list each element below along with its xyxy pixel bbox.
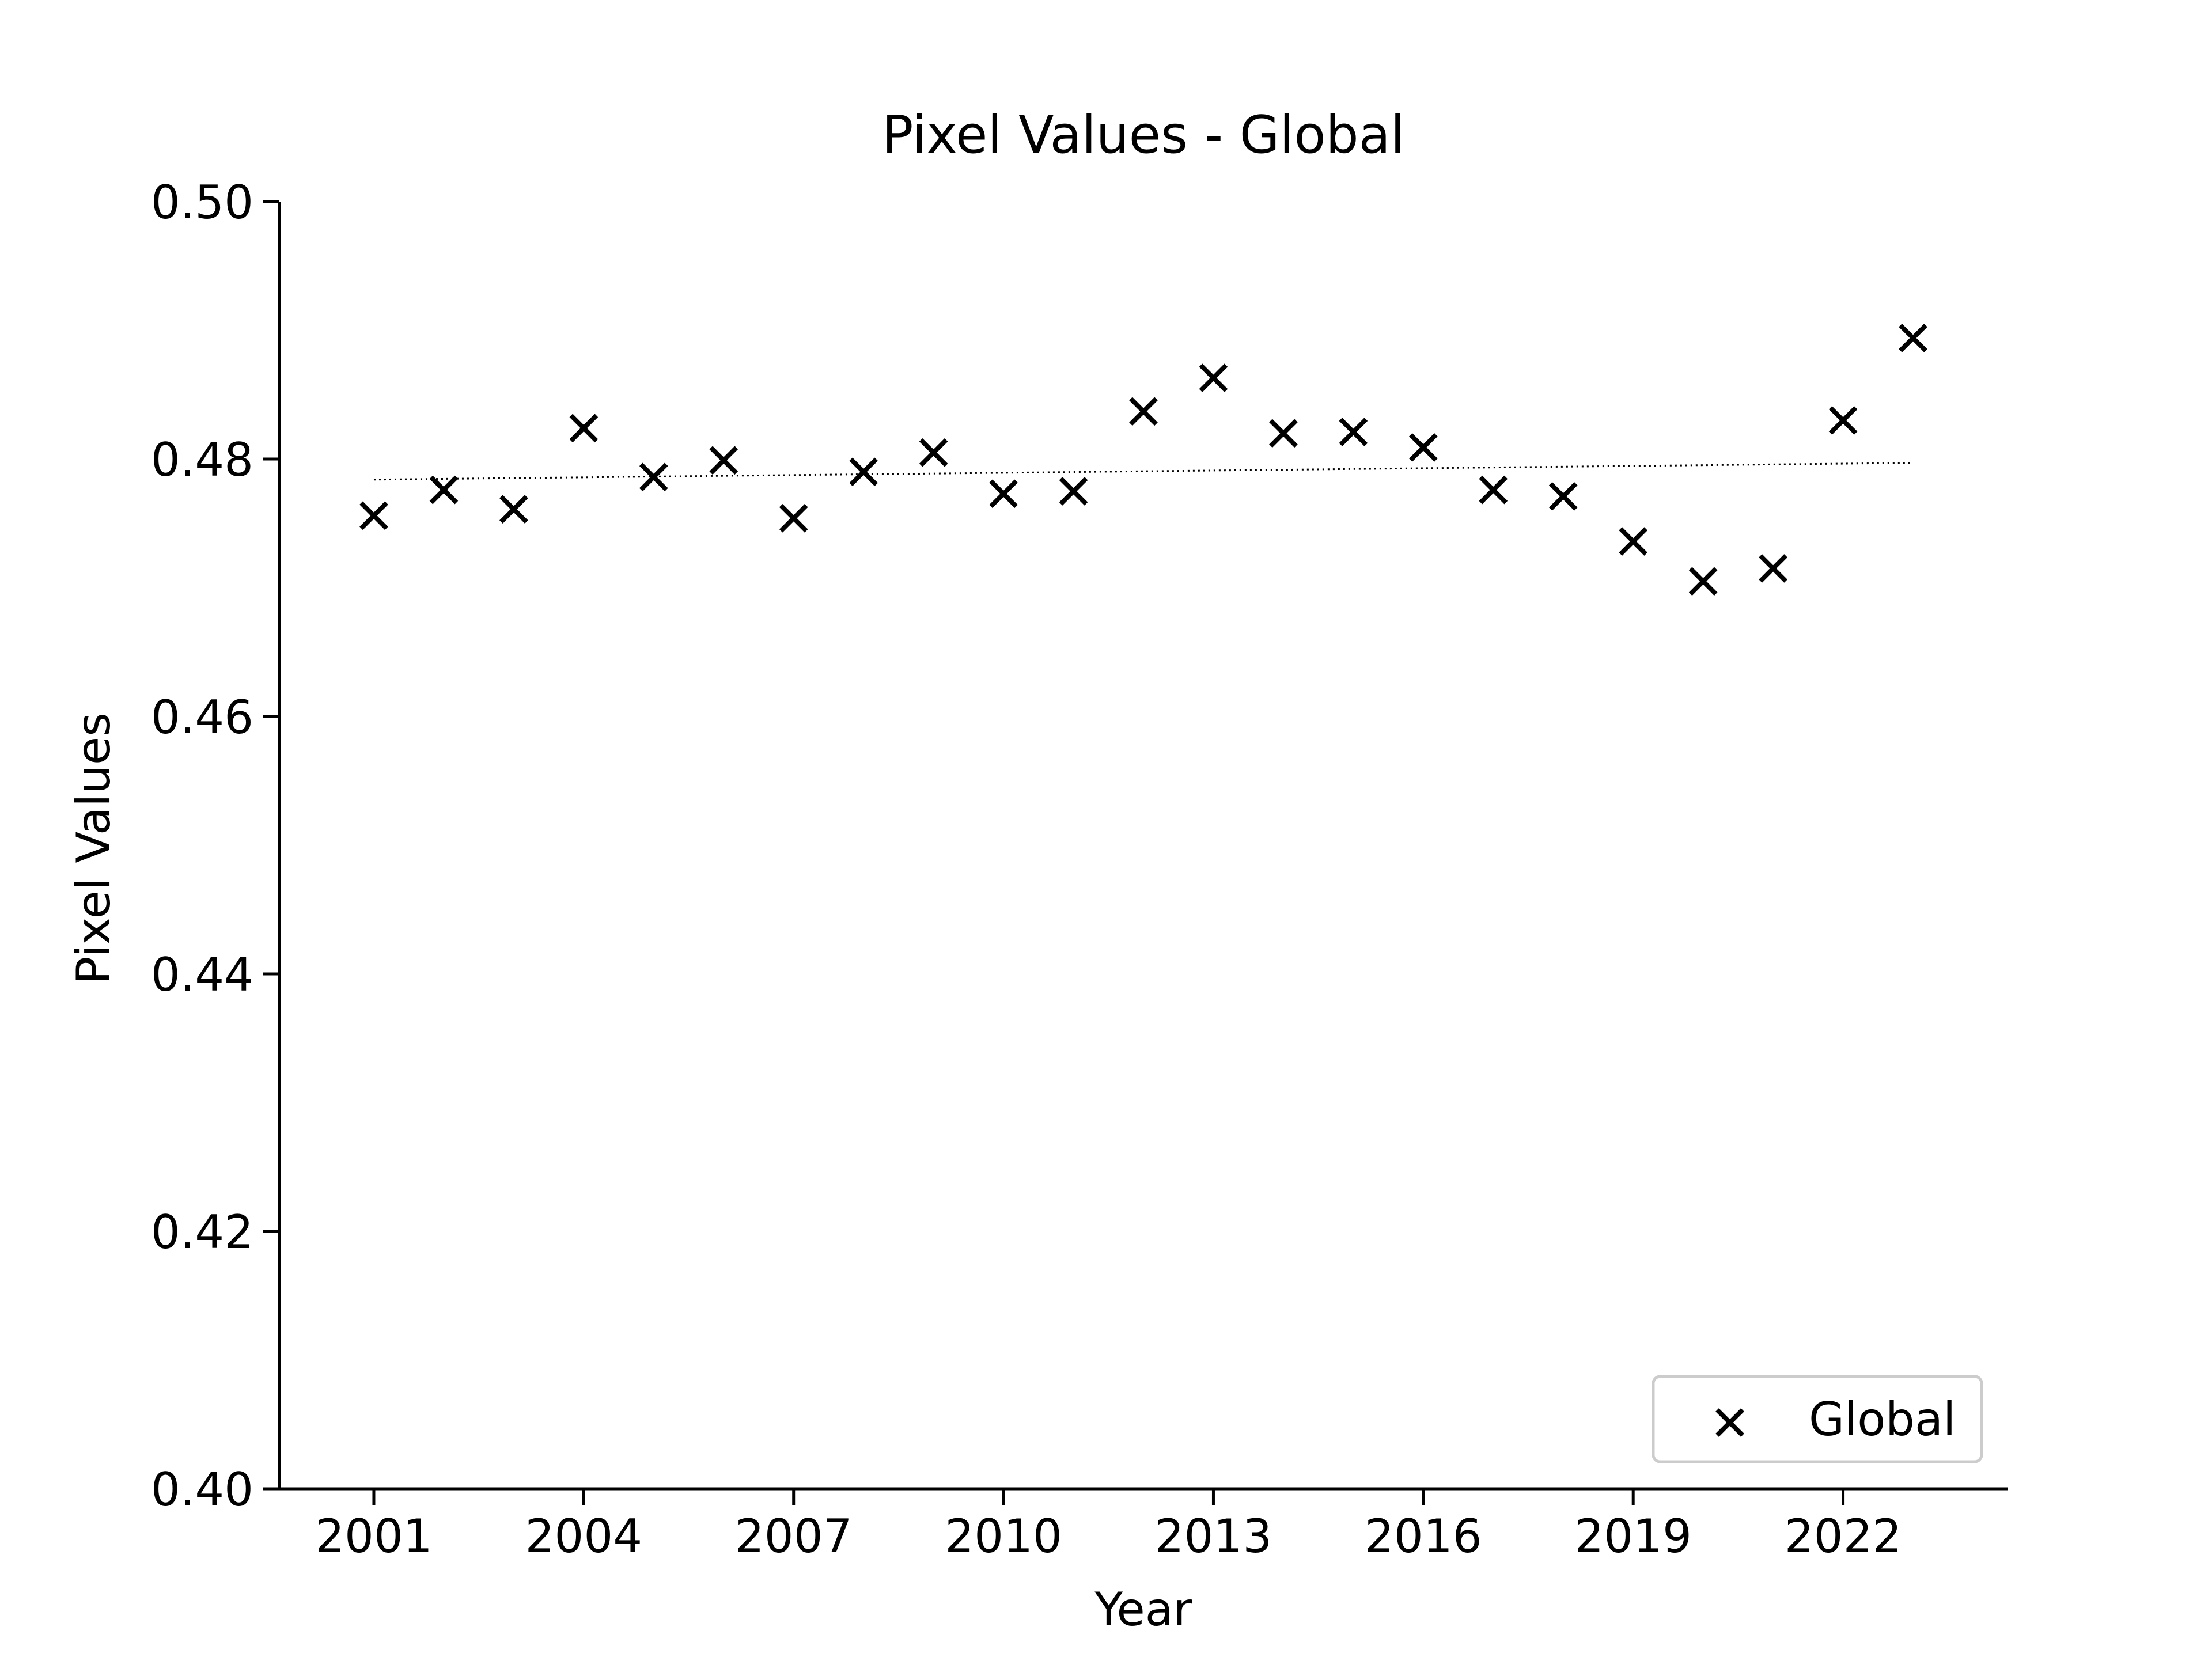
data-point — [1619, 527, 1648, 556]
data-point — [1548, 481, 1578, 511]
x-tick-label: 2019 — [1574, 1510, 1692, 1563]
data-point — [989, 479, 1018, 509]
data-point — [1479, 475, 1508, 505]
data-point — [1899, 324, 1927, 352]
legend-label-global: Global — [1809, 1393, 1956, 1446]
y-axis-label: Pixel Values — [67, 712, 120, 984]
y-axis-ticks: 0.40 0.42 0.44 0.46 0.48 0.50 — [151, 176, 279, 1516]
y-tick-label: 0.48 — [151, 433, 253, 487]
data-point — [569, 414, 599, 443]
x-tick-label: 2010 — [945, 1510, 1062, 1563]
data-point — [919, 438, 948, 467]
data-point — [1199, 363, 1228, 393]
legend-box — [1652, 1375, 1983, 1463]
data-point — [1688, 567, 1718, 596]
y-tick-label: 0.46 — [151, 691, 253, 744]
data-point — [429, 475, 459, 505]
data-point — [499, 495, 528, 524]
data-point — [359, 501, 388, 530]
legend[interactable]: Global — [1652, 1375, 1983, 1463]
y-tick-label: 0.44 — [151, 948, 253, 1002]
y-tick-label: 0.42 — [151, 1205, 253, 1259]
data-point — [779, 503, 808, 533]
y-tick-label: 0.50 — [151, 176, 253, 229]
x-tick-label: 2004 — [525, 1510, 643, 1563]
legend-x-glyph — [1715, 1408, 1744, 1437]
x-tick-label: 2001 — [315, 1510, 433, 1563]
data-point — [1339, 418, 1368, 446]
y-tick-label: 0.40 — [151, 1463, 253, 1516]
data-points — [359, 324, 1927, 596]
data-point — [709, 446, 738, 475]
data-point — [1409, 433, 1438, 462]
x-tick-label: 2016 — [1365, 1510, 1482, 1563]
x-axis-label: Year — [1094, 1583, 1192, 1636]
x-tick-label: 2013 — [1155, 1510, 1272, 1563]
data-point — [1828, 406, 1858, 435]
data-point — [639, 462, 668, 492]
trend-line — [373, 462, 1914, 481]
data-point — [849, 457, 878, 487]
x-tick-label: 2007 — [735, 1510, 853, 1563]
legend-marker-x-icon — [1715, 1408, 1744, 1437]
x-axis-ticks: 2001 2004 2007 2010 2013 2016 2019 2022 — [315, 1489, 1902, 1563]
data-point — [1759, 554, 1787, 583]
chart-title: Pixel Values - Global — [882, 105, 1405, 165]
data-point — [1129, 397, 1158, 426]
data-point — [1059, 477, 1088, 506]
x-tick-label: 2022 — [1785, 1510, 1902, 1563]
data-point — [1269, 419, 1298, 448]
